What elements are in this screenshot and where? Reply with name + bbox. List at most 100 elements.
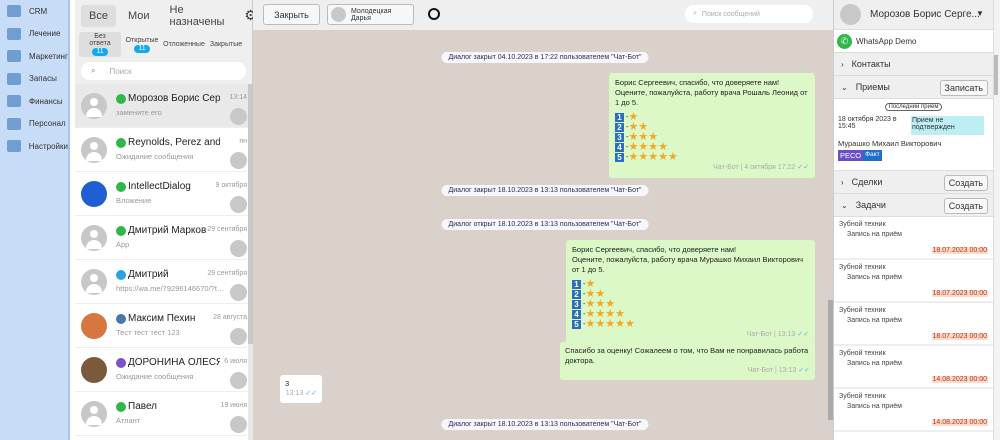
- dash: -: [583, 319, 586, 328]
- dash: -: [626, 132, 629, 141]
- task-item[interactable]: Зубной техник Запись на приём 18.07.2023 0…: [834, 217, 993, 260]
- message-text: Оцените, пожалуйста, работу врача Рошаль…: [615, 88, 808, 107]
- conversation-item[interactable]: IntellectDialog 9 октября Вложение: [75, 172, 252, 216]
- nav-item-1[interactable]: Лечение: [0, 23, 68, 46]
- conversation-item[interactable]: Дмитрий 29 сентября https://wa.me/79296146…: [75, 260, 252, 304]
- timestamp: пн: [239, 138, 247, 145]
- timestamp: 9 октября: [215, 182, 247, 189]
- conversation-item[interactable]: Морозов Борис Сергеевич 13:14 замените его: [75, 84, 252, 128]
- task-item[interactable]: Зубной техник Запись на приём 18.07.2023 0…: [834, 260, 993, 303]
- conversation-item[interactable]: ДОРОНИНА ОЛЕСЯ И... 6 июля Ожидание сообще…: [75, 348, 252, 392]
- rating-number: 5: [572, 319, 581, 329]
- caret-down-icon[interactable]: ▼: [976, 9, 984, 18]
- timestamp: 29 сентября: [207, 270, 247, 277]
- deals-section[interactable]: › Сделки Создать: [834, 171, 993, 194]
- tab-all[interactable]: Все: [81, 4, 116, 27]
- star-icon: ★: [585, 298, 596, 310]
- assignee-avatar: [230, 416, 247, 433]
- search-icon: ⌕: [693, 10, 697, 17]
- insurance-tag: РЕСО: [838, 150, 864, 161]
- rating-row: 2- ★ ★: [615, 122, 809, 133]
- chevron-right-icon: ›: [841, 177, 844, 187]
- dash: -: [583, 309, 586, 318]
- avatar: [81, 313, 107, 339]
- message-preview: Вложение: [116, 196, 152, 205]
- star-icon: ★: [648, 151, 659, 163]
- conversation-search-input[interactable]: ⌕ Поиск: [81, 62, 246, 80]
- whatsapp-icon: [116, 94, 126, 104]
- star-icon: ★: [605, 318, 616, 330]
- nav-label: Лечение: [29, 29, 61, 39]
- tab-unassigned[interactable]: Не назначены: [169, 3, 225, 28]
- nav-item-2[interactable]: Маркетинг: [0, 45, 68, 68]
- close-dialog-button[interactable]: Закрыть: [263, 4, 320, 25]
- message-search-input[interactable]: ⌕ Поиск сообщений: [685, 5, 813, 23]
- outgoing-message: Борис Сергеевич, спасибо, что доверяете …: [566, 240, 815, 345]
- rating-row: 4- ★ ★ ★ ★: [572, 309, 809, 320]
- conversation-item[interactable]: Дмитрий Марков 29 сентября App: [75, 216, 252, 260]
- count-badge: 11: [134, 44, 150, 53]
- conversation-item[interactable]: Максим Пехин 28 августа Тест тест тест 123: [75, 304, 252, 348]
- avatar: [81, 269, 107, 295]
- book-button[interactable]: Записать: [939, 80, 988, 96]
- star-icon: ★: [638, 131, 649, 143]
- nav-item-4[interactable]: Финансы: [0, 90, 68, 113]
- telegram-icon: [116, 270, 126, 280]
- nav-icon: [7, 50, 21, 63]
- message-preview: Атлант: [116, 416, 141, 425]
- chat-scrollbar[interactable]: [828, 300, 833, 420]
- page-scrollbar[interactable]: [993, 0, 1000, 440]
- contact-name: Дмитрий Марков: [128, 225, 207, 236]
- operator-button[interactable]: Молодецкая Дарья: [327, 4, 414, 25]
- star-icon: ★: [585, 288, 596, 300]
- whatsapp-icon: [116, 182, 126, 192]
- task-subtitle: Запись на приём: [847, 403, 902, 410]
- timestamp: 6 июля: [224, 358, 247, 365]
- star-icon: ★: [648, 141, 659, 153]
- star-icon: ★: [615, 318, 625, 330]
- contacts-section[interactable]: › Контакты: [834, 53, 993, 76]
- client-panel: Морозов Борис Серге... ▼ ✆ WhatsApp Demo…: [833, 0, 993, 440]
- message-meta: Чат-Бот | 13:13: [746, 331, 796, 338]
- subtab-2[interactable]: Отложенные: [163, 32, 205, 57]
- chevron-down-icon: ⌄: [841, 82, 848, 92]
- conversation-item[interactable]: Reynolds, Perez and Schwartz пн Ожидание с…: [75, 128, 252, 172]
- star-icon: ★: [585, 318, 596, 330]
- avatar: [81, 225, 107, 251]
- tab-mine[interactable]: Мои: [127, 9, 150, 22]
- nav-label: Финансы: [29, 96, 63, 106]
- appointments-section[interactable]: ⌄ Приемы Записать: [834, 76, 993, 99]
- message-preview: Тест тест тест 123: [116, 328, 180, 337]
- nav-item-5[interactable]: Персонал: [0, 113, 68, 136]
- subtab-0[interactable]: Без ответа 11: [79, 32, 121, 57]
- double-check-icon: ✓✓: [797, 164, 809, 171]
- rating-row: 4- ★ ★ ★ ★: [615, 141, 809, 153]
- conversation-item[interactable]: Павел 19 июня Атлант: [75, 392, 252, 436]
- conversation-list: Все Мои Не назначены ⚙ Без ответа 11 Откры…: [75, 0, 257, 440]
- rating-number: 5: [615, 152, 624, 162]
- rating-number: 3: [572, 299, 581, 309]
- section-title: Контакты: [851, 59, 891, 69]
- clock-icon[interactable]: [428, 8, 440, 20]
- contact-name: Дмитрий: [128, 269, 169, 280]
- dash: -: [583, 279, 586, 288]
- nav-item-6[interactable]: Настройки: [0, 135, 68, 158]
- message-text: Борис Сергеевич, спасибо, что доверяете …: [572, 245, 737, 254]
- client-name[interactable]: Морозов Борис Серге...: [870, 9, 980, 20]
- task-subtitle: Запись на приём: [847, 231, 902, 238]
- task-item[interactable]: Зубной техник Запись на приём 14.08.2023 0…: [834, 346, 993, 389]
- task-item[interactable]: Зубной техник Запись на приём 18.07.2023 0…: [834, 303, 993, 346]
- nav-item-3[interactable]: Запасы: [0, 68, 68, 91]
- list-scrollbar[interactable]: [248, 84, 253, 440]
- nav-item-0[interactable]: CRM: [0, 0, 68, 23]
- system-message: Диалог закрыт 18.10.2023 в 13:13 пользов…: [441, 419, 649, 430]
- task-title: Зубной техник: [839, 307, 886, 314]
- create-task-button[interactable]: Создать: [943, 198, 988, 214]
- create-deal-button[interactable]: Создать: [943, 175, 988, 191]
- subtab-1[interactable]: Открытые 11: [121, 32, 163, 57]
- task-item[interactable]: Зубной техник Запись на приём 14.08.2023 0…: [834, 389, 993, 432]
- rating-number: 2: [572, 289, 581, 299]
- tasks-section[interactable]: ⌄ Задачи Создать: [834, 194, 993, 217]
- subtab-3[interactable]: Закрытые: [205, 32, 247, 57]
- assignee-avatar: [230, 152, 247, 169]
